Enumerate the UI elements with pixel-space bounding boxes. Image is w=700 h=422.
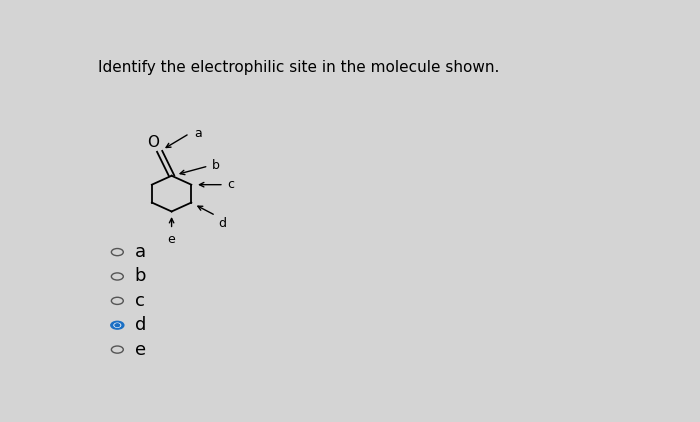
Text: Identify the electrophilic site in the molecule shown.: Identify the electrophilic site in the m… — [98, 60, 500, 76]
Text: O: O — [147, 135, 159, 150]
Text: b: b — [211, 160, 220, 173]
Text: e: e — [168, 233, 176, 246]
Text: e: e — [134, 341, 146, 359]
Text: d: d — [134, 316, 146, 334]
Text: b: b — [134, 268, 146, 285]
Text: c: c — [227, 178, 234, 191]
Circle shape — [111, 321, 124, 329]
Text: c: c — [134, 292, 145, 310]
Circle shape — [115, 324, 120, 327]
Text: a: a — [194, 127, 202, 140]
Text: d: d — [218, 217, 226, 230]
Circle shape — [114, 323, 120, 327]
Text: a: a — [134, 243, 146, 261]
